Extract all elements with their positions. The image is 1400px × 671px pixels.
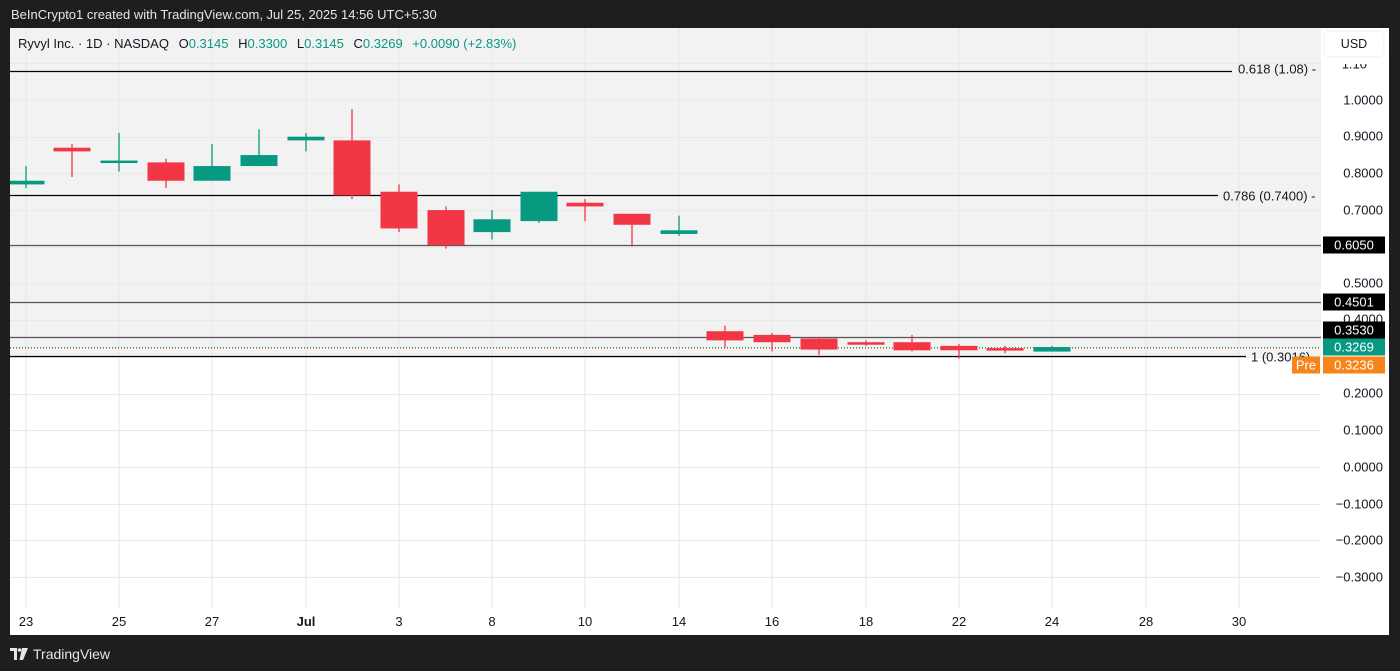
right-border	[1389, 28, 1400, 635]
low-value: 0.3145	[304, 36, 344, 51]
brand-name: TradingView	[33, 646, 111, 662]
currency-button[interactable]: USD	[1325, 32, 1383, 56]
symbol-legend: Ryvyl Inc. · 1D · NASDAQ O0.3145 H0.3300…	[18, 36, 516, 51]
close-label: C	[353, 36, 363, 51]
price-tick: 0.0000	[1343, 459, 1383, 475]
price-tick: −0.1000	[1335, 496, 1383, 512]
time-label: 30	[1231, 614, 1247, 629]
price-tick: 0.2000	[1343, 385, 1383, 401]
price-tick: 1.0000	[1343, 92, 1383, 108]
last-price-badge: 0.3269	[1323, 338, 1385, 356]
attribution-bar: BeInCrypto1 created with TradingView.com…	[0, 0, 1400, 28]
price-tick: 0.8000	[1343, 165, 1383, 181]
time-label: 3	[395, 614, 403, 629]
fib-label-0786: 0.786 (0.7400) -	[1223, 188, 1316, 204]
level-badge-04501: 0.4501	[1323, 293, 1385, 311]
price-tick: −0.2000	[1335, 532, 1383, 548]
price-tick: 0.5000	[1343, 275, 1383, 291]
time-label: 10	[577, 614, 593, 629]
time-label: 28	[1138, 614, 1154, 629]
high-value: 0.3300	[247, 36, 288, 51]
tradingview-logo-icon	[10, 648, 28, 660]
time-label: 23	[18, 614, 34, 629]
footer-bar: TradingView	[0, 635, 1400, 671]
premarket-label: Pre	[1292, 356, 1320, 374]
tradingview-logo[interactable]: TradingView	[10, 646, 110, 662]
time-label: 22	[951, 614, 967, 629]
symbol-name: Ryvyl Inc. · 1D · NASDAQ	[18, 36, 169, 51]
time-label: 18	[858, 614, 874, 629]
open-label: O	[178, 36, 189, 51]
plot-area[interactable]: Ryvyl Inc. · 1D · NASDAQ O0.3145 H0.3300…	[10, 28, 1321, 635]
high-label: H	[238, 36, 248, 51]
time-label: 14	[671, 614, 687, 629]
time-label-month: Jul	[296, 614, 316, 629]
price-axis[interactable]: USD 1.10 1.0000 0.9000 0.8000 0.7000 0.5…	[1292, 28, 1389, 635]
time-label: 25	[111, 614, 127, 629]
price-tick: 0.9000	[1343, 128, 1383, 144]
price-tick: 0.1000	[1343, 422, 1383, 438]
time-label: 27	[204, 614, 220, 629]
price-tick: 0.7000	[1343, 202, 1383, 218]
time-label: 16	[764, 614, 780, 629]
low-label: L	[296, 36, 305, 51]
candlestick-chart[interactable]	[10, 28, 1321, 635]
price-tick: 1.10	[1341, 56, 1367, 72]
level-badge-03530: 0.3530	[1323, 321, 1385, 339]
level-badge-0605: 0.6050	[1323, 236, 1385, 254]
time-axis[interactable]: 23 25 27 Jul 3 8 10 14 16 18 22 24 28 30	[10, 608, 1321, 635]
open-value: 0.3145	[188, 36, 229, 51]
chart-frame: Ryvyl Inc. · 1D · NASDAQ O0.3145 H0.3300…	[10, 28, 1389, 635]
time-label: 24	[1044, 614, 1060, 629]
close-value: 0.3269	[362, 36, 403, 51]
attribution-text: BeInCrypto1 created with TradingView.com…	[11, 7, 437, 22]
fib-label-0618: 0.618 (1.08) -	[1238, 61, 1317, 77]
time-label: 8	[488, 614, 496, 629]
change-value: +0.0090 (+2.83%)	[412, 36, 517, 51]
premarket-price-badge: 0.3236	[1323, 356, 1385, 374]
price-tick: −0.3000	[1335, 569, 1383, 585]
